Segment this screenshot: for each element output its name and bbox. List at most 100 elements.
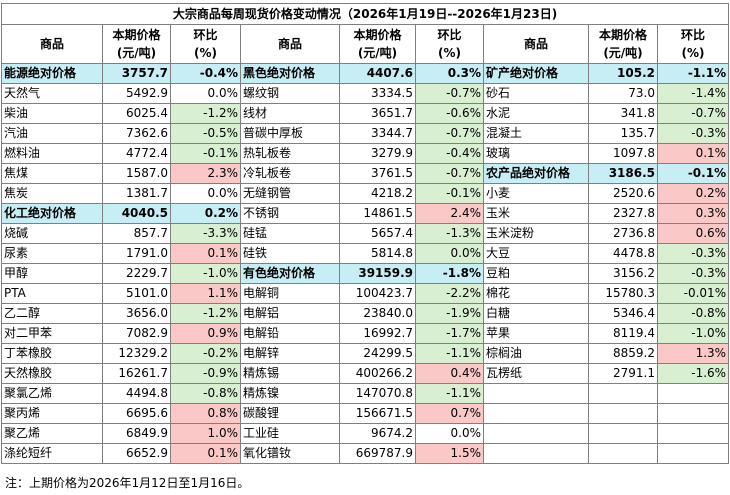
commodity-name: 冷轧板卷	[240, 163, 340, 184]
header-name: 商品	[483, 24, 589, 64]
commodity-change: 0.0%	[415, 423, 484, 444]
commodity-change: -1.1%	[415, 383, 484, 404]
commodity-name: 水泥	[483, 103, 589, 124]
commodity-price: 5346.4	[588, 303, 658, 324]
commodity-price: 23840.0	[339, 303, 416, 324]
commodity-price: 14861.5	[339, 203, 416, 224]
empty-cell	[483, 423, 589, 444]
commodity-change: -1.1%	[656, 63, 730, 84]
commodity-price: 341.8	[588, 103, 658, 124]
commodity-change: -0.01%	[656, 283, 730, 304]
category-total-name: 黑色绝对价格	[240, 63, 340, 84]
empty-cell	[588, 403, 658, 424]
commodity-price: 5657.4	[339, 223, 416, 244]
commodity-price: 2327.8	[588, 203, 658, 224]
commodity-name: 天然气	[1, 83, 103, 104]
commodity-name: 精炼镍	[240, 383, 340, 404]
commodity-price: 4218.2	[339, 183, 416, 204]
commodity-price: 1097.8	[588, 143, 658, 164]
commodity-name: 丁苯橡胶	[1, 343, 103, 364]
table-row: 烧碱 857.7 -3.3% 硅锰 5657.4 -1.3% 玉米淀粉 2736.8 0.6%	[1, 223, 730, 244]
header-change: 环比 (%)	[415, 24, 484, 64]
commodity-change: -1.7%	[415, 323, 484, 344]
commodity-price: 7082.9	[102, 323, 171, 344]
commodity-price: 1791.0	[102, 243, 171, 264]
commodity-change: -1.2%	[170, 303, 241, 324]
commodity-name: 电解铝	[240, 303, 340, 324]
commodity-price: 3156.2	[588, 263, 658, 284]
commodity-change: -0.1%	[170, 143, 241, 164]
commodity-name: 涤纶短纤	[1, 443, 103, 464]
commodity-name: 硅锰	[240, 223, 340, 244]
commodity-name: 玻璃	[483, 143, 589, 164]
commodity-change: -0.7%	[415, 123, 484, 144]
commodity-name: 汽油	[1, 123, 103, 144]
commodity-price: 2229.7	[102, 263, 171, 284]
header-change: 环比 (%)	[170, 24, 241, 64]
commodity-price: 2736.8	[588, 223, 658, 244]
commodity-change: 1.5%	[415, 443, 484, 464]
commodity-name: 玉米	[483, 203, 589, 224]
table-title: 大宗商品每周现货价格变动情况（2026年1月19日--2026年1月23日)	[0, 3, 730, 25]
table-row: 天然气 5492.9 0.0% 螺纹钢 3334.5 -0.7% 砂石 73.0 -1.4%	[1, 83, 730, 104]
commodity-name: 无缝钢管	[240, 183, 340, 204]
commodity-change: 0.7%	[415, 403, 484, 424]
commodity-price: 4478.8	[588, 243, 658, 264]
commodity-price: 4407.6	[339, 63, 416, 84]
commodity-name: 聚丙烯	[1, 403, 103, 424]
commodity-change: 1.3%	[656, 343, 730, 364]
empty-cell	[483, 443, 589, 464]
commodity-change: -0.3%	[656, 243, 730, 264]
commodity-name: 聚乙烯	[1, 423, 103, 444]
commodity-price: 147070.8	[339, 383, 416, 404]
commodity-change: 0.0%	[170, 83, 241, 104]
commodity-price: 6025.4	[102, 103, 171, 124]
commodity-change: -1.4%	[656, 83, 730, 104]
commodity-name: 尿素	[1, 243, 103, 264]
commodity-price: 8119.4	[588, 323, 658, 344]
commodity-name: 烧碱	[1, 223, 103, 244]
commodity-name: 瓦楞纸	[483, 363, 589, 384]
commodity-price: 100423.7	[339, 283, 416, 304]
commodity-change: 0.8%	[170, 403, 241, 424]
commodity-change: -1.1%	[415, 343, 484, 364]
commodity-change: -0.6%	[415, 103, 484, 124]
commodity-price: 1381.7	[102, 183, 171, 204]
table-row: 汽油 7362.6 -0.5% 普碳中厚板 3344.7 -0.7% 混凝土 135.7 -0.…	[1, 123, 730, 144]
commodity-change: -1.8%	[415, 263, 484, 284]
commodity-change: 0.4%	[415, 363, 484, 384]
category-total-name: 农产品绝对价格	[483, 163, 589, 184]
commodity-change: -1.0%	[170, 263, 241, 284]
table-row: 焦煤 1587.0 2.3% 冷轧板卷 3761.5 -0.7% 农产品绝对价格 3186.5…	[1, 163, 730, 184]
commodity-price: 24299.5	[339, 343, 416, 364]
commodity-change: 0.1%	[656, 143, 730, 164]
empty-cell	[656, 403, 730, 424]
commodity-change: -1.2%	[170, 103, 241, 124]
commodity-change: -0.3%	[656, 263, 730, 284]
commodity-change: 0.3%	[415, 63, 484, 84]
commodity-name: 精炼锡	[240, 363, 340, 384]
empty-cell	[588, 443, 658, 464]
commodity-name: 氧化镨钕	[240, 443, 340, 464]
table-row: 聚乙烯 6849.9 1.0% 工业硅 9674.2 0.0%	[1, 423, 730, 444]
commodity-change: 1.0%	[170, 423, 241, 444]
empty-cell	[588, 423, 658, 444]
category-total-name: 化工绝对价格	[1, 203, 103, 224]
commodity-price: 73.0	[588, 83, 658, 104]
table-row: 乙二醇 3656.0 -1.2% 电解铝 23840.0 -1.9% 白糖 5346.4 -0.…	[1, 303, 730, 324]
table-row: 涤纶短纤 6652.9 0.1% 氧化镨钕 669787.9 1.5%	[1, 443, 730, 464]
commodity-name: 甲醇	[1, 263, 103, 284]
commodity-price: 16992.7	[339, 323, 416, 344]
table-row: 尿素 1791.0 0.1% 硅铁 5814.8 0.0% 大豆 4478.8 -0.3%	[1, 243, 730, 264]
commodity-price: 857.7	[102, 223, 171, 244]
commodity-price: 669787.9	[339, 443, 416, 464]
commodity-change: 0.3%	[656, 203, 730, 224]
table-row: 化工绝对价格 4040.5 0.2% 不锈钢 14861.5 2.4% 玉米 2327.8 0.…	[1, 203, 730, 224]
table-row: 能源绝对价格 3757.7 -0.4% 黑色绝对价格 4407.6 0.3% 矿产绝对价格 1…	[1, 63, 730, 84]
table-row: 天然橡胶 16261.7 -0.9% 精炼锡 400266.2 0.4% 瓦楞纸 2791.1…	[1, 363, 730, 384]
commodity-change: 1.1%	[170, 283, 241, 304]
table-row: 燃料油 4772.4 -0.1% 热轧板卷 3279.9 -0.4% 玻璃 1097.8 0.1…	[1, 143, 730, 164]
commodity-change: -3.3%	[170, 223, 241, 244]
commodity-change: -0.8%	[656, 303, 730, 324]
commodity-name: 普碳中厚板	[240, 123, 340, 144]
